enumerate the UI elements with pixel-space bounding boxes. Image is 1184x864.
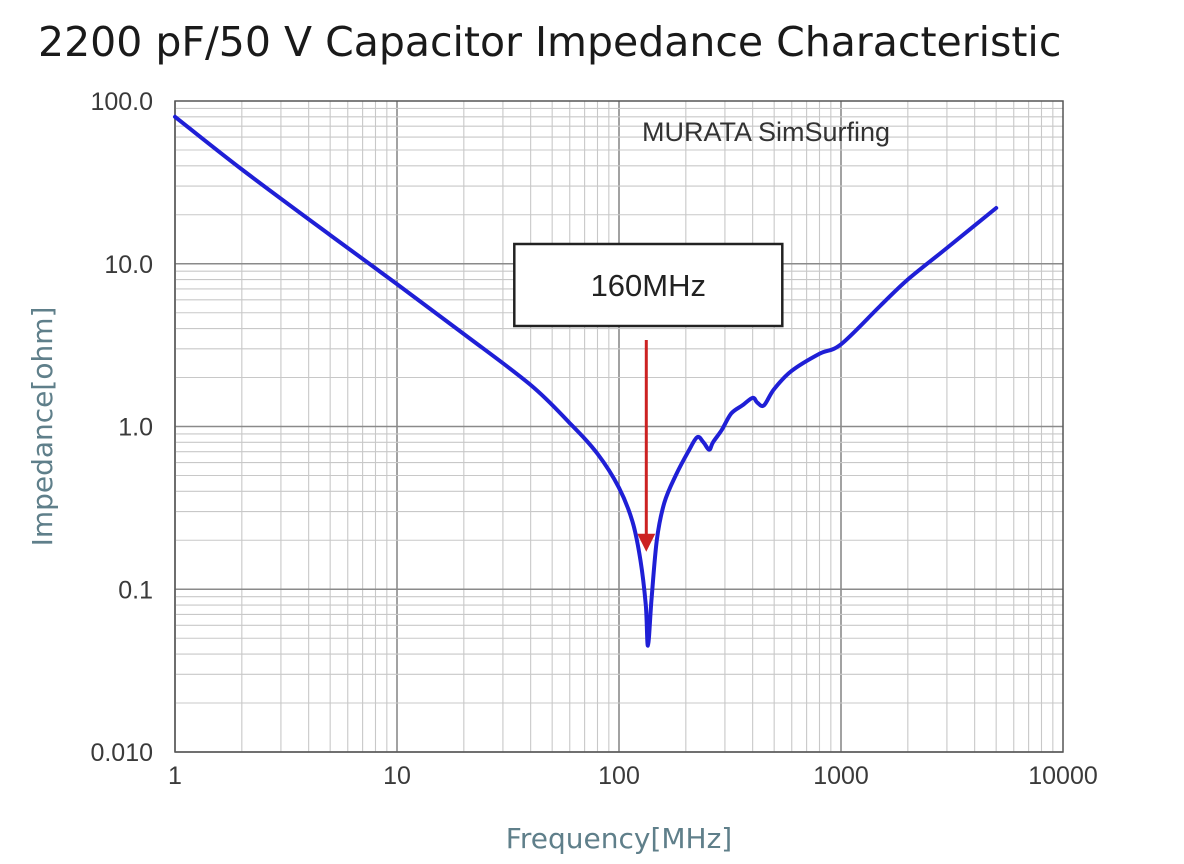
- x-tick-label: 10: [383, 762, 411, 790]
- y-axis-label: Impedance[ohm]: [26, 307, 59, 547]
- annotation-label: 160MHz: [591, 268, 706, 303]
- grid: [174, 101, 1063, 753]
- x-tick-label: 100: [598, 762, 640, 790]
- y-tick-label: 10.0: [104, 251, 153, 279]
- y-tick-label: 0.1: [118, 576, 153, 604]
- impedance-series-line: [173, 114, 999, 648]
- annotation-group: 160MHz: [513, 242, 784, 552]
- watermark-text: MURATA SimSurfing: [642, 117, 890, 147]
- tick-labels: 1 10 100 1000 10000 0.010 0.1 1.0 10.0 100.0: [90, 88, 1097, 790]
- x-axis-label: Frequency[MHz]: [506, 822, 732, 855]
- y-tick-label: 1.0: [118, 414, 153, 442]
- series-group: [173, 114, 999, 648]
- x-tick-label: 10000: [1028, 762, 1098, 790]
- y-tick-label: 100.0: [90, 88, 153, 116]
- annotation-box: [513, 242, 784, 328]
- plot-frame: [174, 100, 1064, 753]
- x-tick-label: 1000: [813, 762, 869, 790]
- chart-title: 2200 pF/50 V Capacitor Impedance Charact…: [38, 18, 1062, 66]
- annotation-arrow-head: [637, 533, 656, 552]
- x-tick-label: 1: [168, 762, 182, 790]
- y-tick-label: 0.010: [90, 739, 153, 767]
